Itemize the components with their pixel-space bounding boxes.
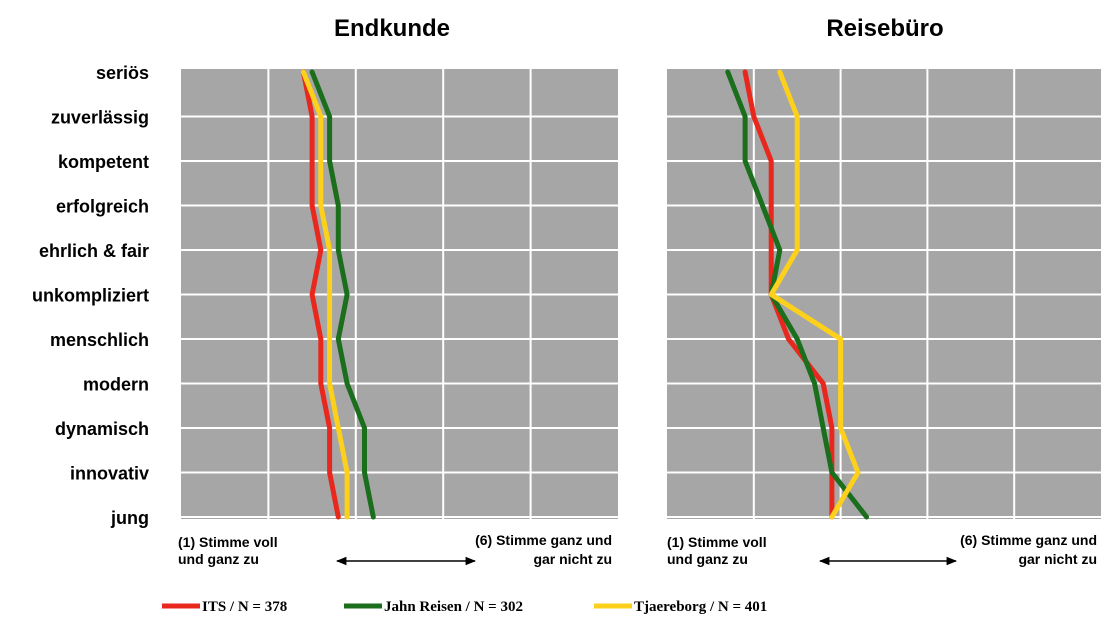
legend-item-1: ITS / N = 378 (162, 599, 287, 615)
category-label: unkompliziert (32, 286, 149, 306)
legend-label: Tjaereborg / N = 401 (634, 599, 767, 615)
category-label: modern (83, 375, 149, 395)
category-label: dynamisch (55, 419, 149, 439)
scale-right-label: (6) Stimme ganz und (475, 532, 612, 548)
scale-left-label: und ganz zu (667, 551, 748, 567)
scale-right-label: gar nicht zu (533, 551, 612, 567)
legend-label: ITS / N = 378 (202, 599, 287, 615)
legend: ITS / N = 378 Jahn Reisen / N = 302 Tjaere… (162, 599, 767, 615)
series-line-2 (309, 69, 376, 520)
category-label: erfolgreich (56, 197, 149, 217)
category-label: innovativ (70, 464, 149, 484)
scale-left-label: (1) Stimme voll (667, 534, 767, 550)
category-label: ehrlich & fair (39, 241, 149, 261)
series-line-3 (768, 69, 861, 520)
category-label: jung (110, 508, 149, 528)
scale-right-label: gar nicht zu (1018, 551, 1097, 567)
category-label: zuverlässig (51, 108, 149, 128)
panel-title: Reisebüro (826, 15, 943, 42)
category-label: kompetent (58, 152, 149, 172)
series-line-1 (300, 69, 341, 520)
category-labels: seriös zuverlässig kompetent erfolgreich ehr… (32, 63, 149, 528)
legend-item-2: Jahn Reisen / N = 302 (344, 599, 523, 615)
scale-left-label: (1) Stimme voll (178, 534, 278, 550)
scale-left-label: und ganz zu (178, 551, 259, 567)
legend-label: Jahn Reisen / N = 302 (384, 599, 523, 615)
category-label: menschlich (50, 330, 149, 350)
category-label: seriös (96, 63, 149, 83)
legend-item-3: Tjaereborg / N = 401 (594, 599, 767, 615)
panel-title: Endkunde (334, 15, 450, 42)
scale-right-label: (6) Stimme ganz und (960, 532, 1097, 548)
series-line-3 (300, 69, 350, 520)
